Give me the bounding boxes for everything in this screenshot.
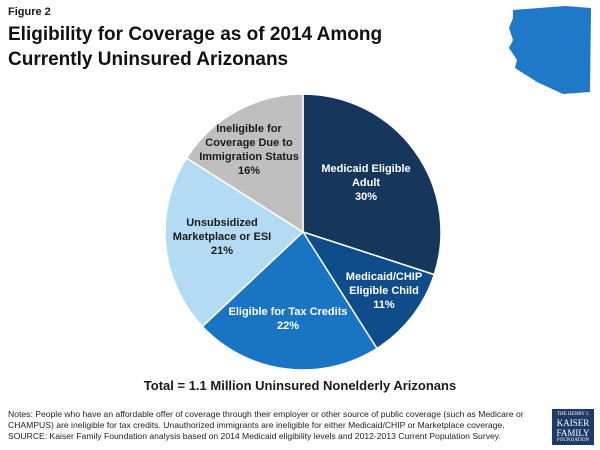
pie-slice bbox=[201, 230, 378, 371]
slice-value-label: 11% bbox=[373, 299, 395, 311]
arizona-map-icon bbox=[509, 6, 591, 94]
pie-slice bbox=[302, 93, 442, 276]
pie-chart-svg: Medicaid Eligible Adult 30% Medicaid/CHIP El… bbox=[164, 93, 442, 371]
figure-label: Figure 2 bbox=[8, 6, 51, 18]
pie-chart: Medicaid Eligible Adult 30% Medicaid/CHIP El… bbox=[164, 93, 442, 371]
pie-slice bbox=[185, 93, 304, 234]
pie-slice bbox=[301, 230, 436, 350]
notes: Notes: People who have an affordable off… bbox=[8, 409, 548, 442]
slice-label: Ineligible for Coverage Due to Immigration… bbox=[199, 123, 299, 163]
logo-line-3: FAMILY bbox=[556, 428, 590, 438]
slice-value-label: 30% bbox=[355, 191, 377, 203]
slice-label: Eligible for Tax Credits bbox=[229, 306, 348, 318]
slice-label: Medicaid Eligible Adult bbox=[321, 163, 410, 189]
slice-label: Medicaid/CHIP Eligible Child bbox=[346, 271, 422, 297]
slice-label: Unsubsidized Marketplace or ESI bbox=[173, 217, 271, 243]
slice-value-label: 21% bbox=[211, 245, 233, 257]
slice-value-label: 16% bbox=[238, 165, 260, 177]
pie-slice bbox=[164, 157, 305, 328]
source-text: SOURCE: Kaiser Family Foundation analysi… bbox=[8, 431, 501, 441]
total-label: Total = 1.1 Million Uninsured Nonelderly… bbox=[143, 378, 457, 393]
slice-value-label: 22% bbox=[277, 320, 299, 332]
notes-text: Notes: People who have an affordable off… bbox=[8, 409, 524, 430]
chart-title: Eligibility for Coverage as of 2014 Amon… bbox=[8, 24, 383, 70]
logo-line-2: KAISER bbox=[556, 418, 590, 428]
logo-line-4: FOUNDATION bbox=[556, 438, 590, 443]
logo-line-1: THE HENRY J. bbox=[556, 412, 590, 417]
kff-logo: THE HENRY J. KAISER FAMILY FOUNDATION bbox=[552, 409, 594, 445]
